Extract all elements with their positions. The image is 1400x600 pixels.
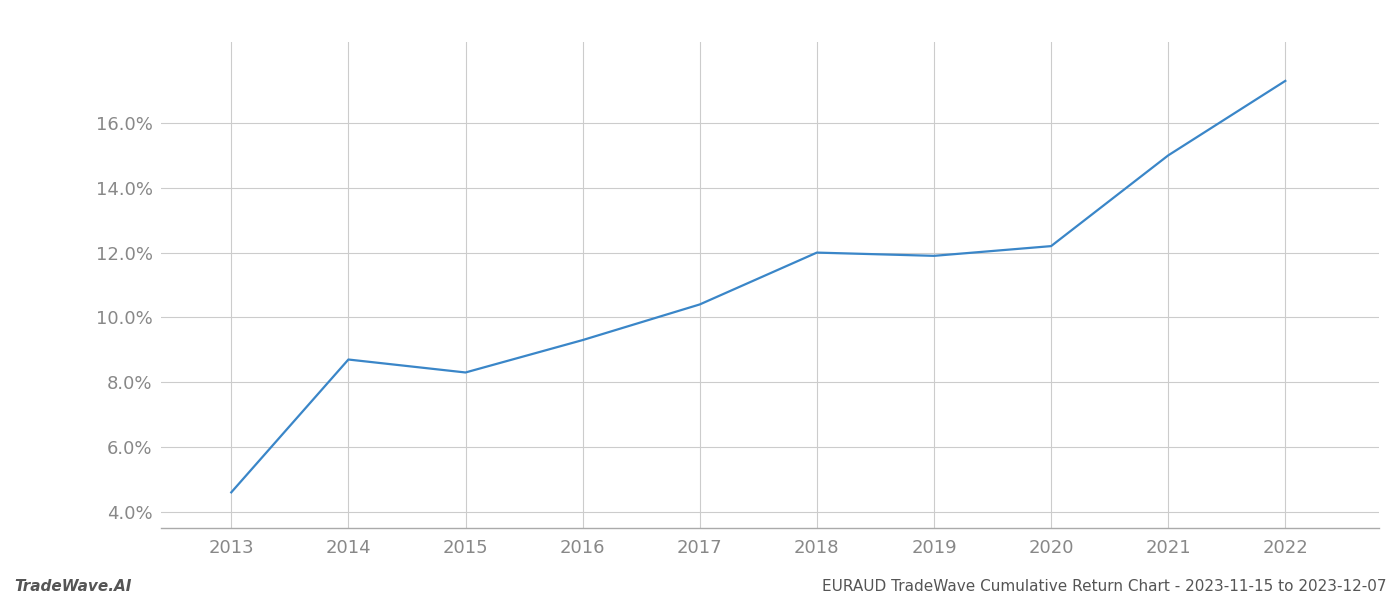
Text: EURAUD TradeWave Cumulative Return Chart - 2023-11-15 to 2023-12-07: EURAUD TradeWave Cumulative Return Chart…: [822, 579, 1386, 594]
Text: TradeWave.AI: TradeWave.AI: [14, 579, 132, 594]
